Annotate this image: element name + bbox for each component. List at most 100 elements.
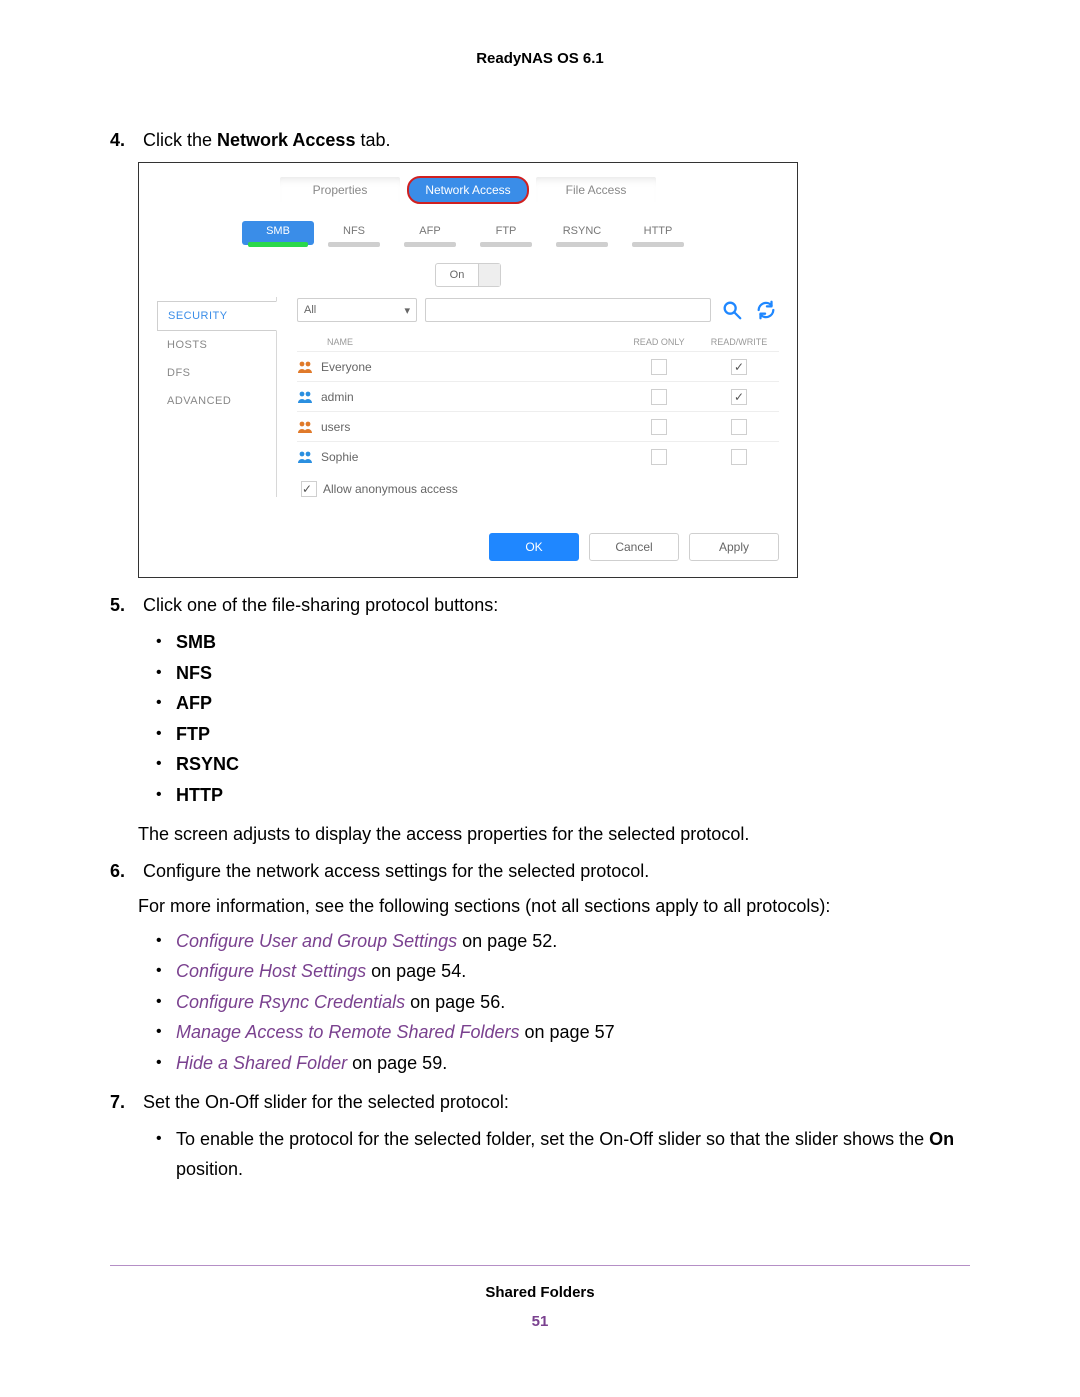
- step-7: 7. Set the On-Off slider for the selecte…: [110, 1089, 970, 1116]
- protocol-nfs[interactable]: NFS: [318, 221, 390, 245]
- read-only-checkbox[interactable]: [651, 419, 667, 435]
- footer-separator: [110, 1265, 970, 1266]
- protocol-bullet: •AFP: [156, 688, 970, 719]
- read-only-checkbox[interactable]: [651, 359, 667, 375]
- step-7-number: 7.: [110, 1089, 138, 1116]
- protocol-bullet-label: NFS: [176, 658, 970, 689]
- user-group-icon: [297, 390, 321, 404]
- protocol-row: SMB NFS AFP FTP RSYNC HTTP: [139, 213, 797, 249]
- step-6-sub: For more information, see the following …: [138, 893, 970, 920]
- xref-link[interactable]: Hide a Shared Folder: [176, 1053, 347, 1073]
- step-4: 4. Click the Network Access tab.: [110, 127, 970, 154]
- xref-bullet: •Configure User and Group Settings on pa…: [156, 926, 970, 957]
- ok-button[interactable]: OK: [489, 533, 579, 561]
- step-5-bullets: •SMB•NFS•AFP•FTP•RSYNC•HTTP: [156, 627, 970, 811]
- table-row: admin ✓: [297, 381, 779, 411]
- step-5-text: Click one of the file-sharing protocol b…: [143, 595, 498, 615]
- read-write-checkbox[interactable]: ✓: [731, 359, 747, 375]
- onoff-row: On: [139, 249, 797, 297]
- footer-page-number: 51: [110, 1313, 970, 1330]
- xref-bullet: •Configure Rsync Credentials on page 56.: [156, 987, 970, 1018]
- read-write-cell: ✓: [699, 359, 779, 375]
- xref-link[interactable]: Configure Rsync Credentials: [176, 992, 405, 1012]
- read-write-checkbox[interactable]: ✓: [731, 389, 747, 405]
- doc-header: ReadyNAS OS 6.1: [110, 50, 970, 67]
- read-only-checkbox[interactable]: [651, 389, 667, 405]
- step-5-tail: The screen adjusts to display the access…: [138, 821, 970, 848]
- read-write-checkbox[interactable]: [731, 449, 747, 465]
- tab-properties[interactable]: Properties: [280, 177, 400, 203]
- user-group-icon: [297, 420, 321, 434]
- row-name: Everyone: [321, 360, 619, 374]
- read-only-cell: [619, 449, 699, 465]
- table-body: Everyone ✓ admin ✓ users Sophie: [297, 351, 779, 471]
- protocol-afp[interactable]: AFP: [394, 221, 466, 245]
- read-only-cell: [619, 359, 699, 375]
- allow-anon-checkbox[interactable]: ✓: [301, 481, 317, 497]
- nav-security[interactable]: SECURITY: [157, 301, 277, 331]
- read-write-cell: [699, 449, 779, 465]
- row-name: Sophie: [321, 450, 619, 464]
- protocol-rsync[interactable]: RSYNC: [546, 221, 618, 245]
- step-6-number: 6.: [110, 858, 138, 885]
- protocol-bullet: •HTTP: [156, 780, 970, 811]
- step-7-bullets: • To enable the protocol for the selecte…: [156, 1124, 970, 1185]
- xref-link[interactable]: Configure Host Settings: [176, 961, 366, 981]
- th-read-write: READ/WRITE: [699, 337, 779, 347]
- protocol-bullet-label: RSYNC: [176, 749, 970, 780]
- xref-link[interactable]: Manage Access to Remote Shared Folders: [176, 1022, 520, 1042]
- read-write-cell: [699, 419, 779, 435]
- step-4-number: 4.: [110, 127, 138, 154]
- apply-button[interactable]: Apply: [689, 533, 779, 561]
- xref-bullet: •Manage Access to Remote Shared Folders …: [156, 1017, 970, 1048]
- left-nav: SECURITY HOSTS DFS ADVANCED: [157, 297, 277, 497]
- search-icon[interactable]: [719, 297, 745, 323]
- screenshot-panel: Properties Network Access File Access SM…: [138, 162, 798, 578]
- step-6-links: •Configure User and Group Settings on pa…: [156, 926, 970, 1079]
- chevron-down-icon: ▾: [404, 304, 410, 317]
- table-row: Everyone ✓: [297, 351, 779, 381]
- refresh-icon[interactable]: [753, 297, 779, 323]
- xref-bullet: •Hide a Shared Folder on page 59.: [156, 1048, 970, 1079]
- protocol-bullet-label: AFP: [176, 688, 970, 719]
- protocol-http[interactable]: HTTP: [622, 221, 694, 245]
- read-only-checkbox[interactable]: [651, 449, 667, 465]
- top-tabs: Properties Network Access File Access: [139, 163, 797, 213]
- xref-link[interactable]: Configure User and Group Settings: [176, 931, 457, 951]
- protocol-bullet: •FTP: [156, 719, 970, 750]
- protocol-bullet: •RSYNC: [156, 749, 970, 780]
- table-row: users: [297, 411, 779, 441]
- search-input[interactable]: [425, 298, 711, 322]
- protocol-smb[interactable]: SMB: [242, 221, 314, 245]
- step-6-text: Configure the network access settings fo…: [143, 861, 649, 881]
- table-head: NAME READ ONLY READ/WRITE: [297, 333, 779, 351]
- tab-file-access[interactable]: File Access: [536, 177, 656, 203]
- nav-dfs[interactable]: DFS: [157, 359, 276, 387]
- right-pane: All ▾ NAME READ ONLY READ/WRITE: [277, 297, 779, 497]
- protocol-bullet-label: HTTP: [176, 780, 970, 811]
- onoff-toggle[interactable]: On: [435, 263, 502, 287]
- button-row: OK Cancel Apply: [139, 507, 797, 577]
- step-7-bullet-1: • To enable the protocol for the selecte…: [156, 1124, 970, 1185]
- th-read-only: READ ONLY: [619, 337, 699, 347]
- nav-hosts[interactable]: HOSTS: [157, 331, 276, 359]
- allow-anon-row: ✓ Allow anonymous access: [297, 471, 779, 497]
- row-name: users: [321, 420, 619, 434]
- allow-anon-label: Allow anonymous access: [323, 482, 458, 496]
- protocol-ftp[interactable]: FTP: [470, 221, 542, 245]
- row-name: admin: [321, 390, 619, 404]
- read-write-checkbox[interactable]: [731, 419, 747, 435]
- table-row: Sophie: [297, 441, 779, 471]
- xref-bullet: •Configure Host Settings on page 54.: [156, 956, 970, 987]
- step-5-number: 5.: [110, 592, 138, 619]
- user-group-icon: [297, 450, 321, 464]
- step-6: 6. Configure the network access settings…: [110, 858, 970, 885]
- main-row: SECURITY HOSTS DFS ADVANCED All ▾: [139, 297, 797, 507]
- step-5: 5. Click one of the file-sharing protoco…: [110, 592, 970, 619]
- nav-advanced[interactable]: ADVANCED: [157, 387, 276, 415]
- cancel-button[interactable]: Cancel: [589, 533, 679, 561]
- read-write-cell: ✓: [699, 389, 779, 405]
- filter-select[interactable]: All ▾: [297, 298, 417, 322]
- tab-network-access[interactable]: Network Access: [408, 177, 528, 203]
- protocol-bullet-label: FTP: [176, 719, 970, 750]
